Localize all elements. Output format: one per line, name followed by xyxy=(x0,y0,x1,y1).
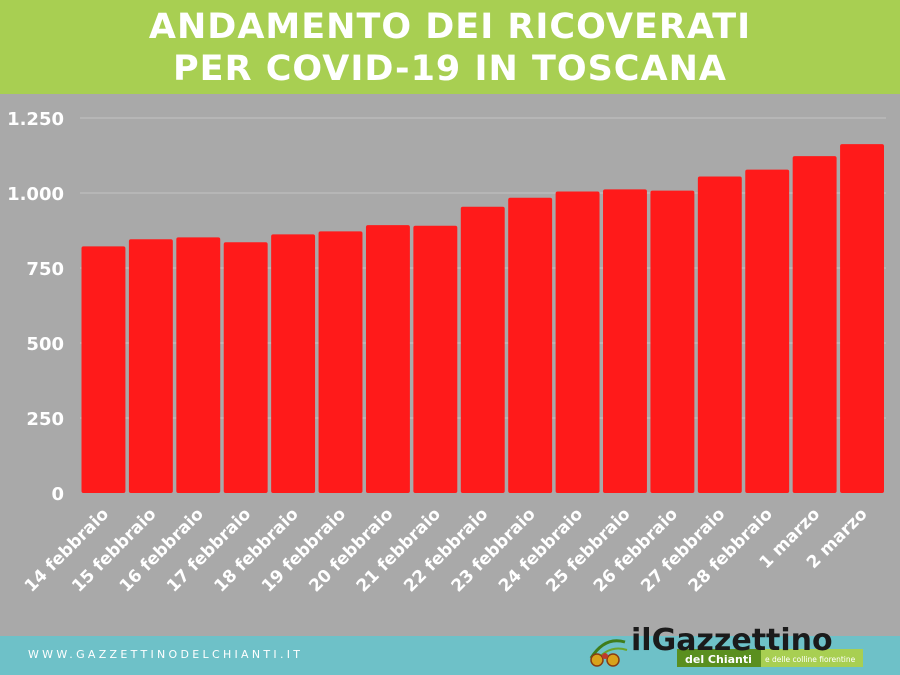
bar[interactable] xyxy=(460,206,505,494)
y-tick-label: 500 xyxy=(26,334,64,355)
bar[interactable] xyxy=(840,144,884,493)
logo-sub-band xyxy=(677,649,761,667)
y-tick-label: 250 xyxy=(26,409,64,430)
bar[interactable] xyxy=(792,156,837,493)
bar[interactable] xyxy=(223,242,268,493)
gazzettino-logo: ilGazzettino del Chianti e delle colline… xyxy=(589,623,863,667)
logo-tagline: e delle colline fiorentine xyxy=(765,655,856,664)
website-link[interactable]: WWW.GAZZETTINODELCHIANTI.IT xyxy=(28,648,304,661)
bar[interactable] xyxy=(365,225,410,493)
bar[interactable] xyxy=(508,197,553,494)
y-tick-label: 1.000 xyxy=(7,184,64,205)
bar[interactable] xyxy=(81,246,126,493)
bar[interactable] xyxy=(697,176,742,494)
y-tick-label: 1.250 xyxy=(7,109,64,130)
logo-emblem-icon xyxy=(589,639,628,667)
bar[interactable] xyxy=(413,225,458,493)
y-tick-label: 750 xyxy=(26,259,64,280)
chart-area: 0 250 500 750 1.000 1.250 14 febbraio 15 febbra… xyxy=(0,94,900,636)
bar[interactable] xyxy=(176,237,221,493)
bar[interactable] xyxy=(650,190,695,493)
header-banner: ANDAMENTO DEI RICOVERATI PER COVID-19 IN… xyxy=(0,0,900,94)
y-tick-label: 0 xyxy=(51,484,64,505)
bar[interactable] xyxy=(128,239,173,493)
bar[interactable] xyxy=(555,191,600,494)
title-line-2: PER COVID-19 IN TOSCANA xyxy=(173,49,727,89)
bar[interactable] xyxy=(318,231,363,493)
bar[interactable] xyxy=(603,189,647,493)
bar[interactable] xyxy=(745,169,790,493)
bar[interactable] xyxy=(271,234,316,493)
title-line-1: ANDAMENTO DEI RICOVERATI xyxy=(148,7,752,47)
logo-name: ilGazzettino xyxy=(631,623,833,658)
chart-title: ANDAMENTO DEI RICOVERATI PER COVID-19 IN… xyxy=(0,6,900,90)
logo-sub: del Chianti xyxy=(685,653,752,666)
logo-tagline-band xyxy=(761,649,863,667)
